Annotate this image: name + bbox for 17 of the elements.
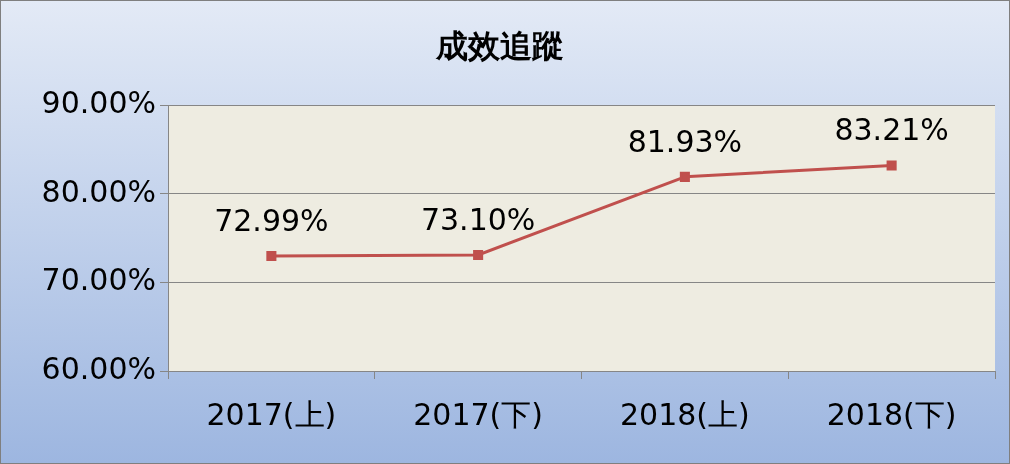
y-tick-label: 80.00% <box>41 173 156 209</box>
point <box>473 249 484 261</box>
point <box>886 160 897 171</box>
x-tick-label: 2017(下) <box>413 396 544 432</box>
x-tick-label: 2018(上) <box>619 396 750 432</box>
y-tick-label: 90.00% <box>41 85 156 121</box>
x-tick-label: 2018(下) <box>826 396 957 432</box>
data-label: 72.99% <box>214 202 329 238</box>
y-tick-label: 60.00% <box>41 350 156 386</box>
point <box>266 250 277 262</box>
x-tick-label: 2017(上) <box>206 396 337 432</box>
data-label: 73.10% <box>420 201 536 237</box>
y-tick-label: 70.00% <box>41 262 156 298</box>
data-label: 81.93% <box>627 123 743 159</box>
data-label: 83.21% <box>834 112 949 148</box>
point <box>679 171 690 182</box>
chart-title: 成效追蹤 <box>435 26 564 65</box>
